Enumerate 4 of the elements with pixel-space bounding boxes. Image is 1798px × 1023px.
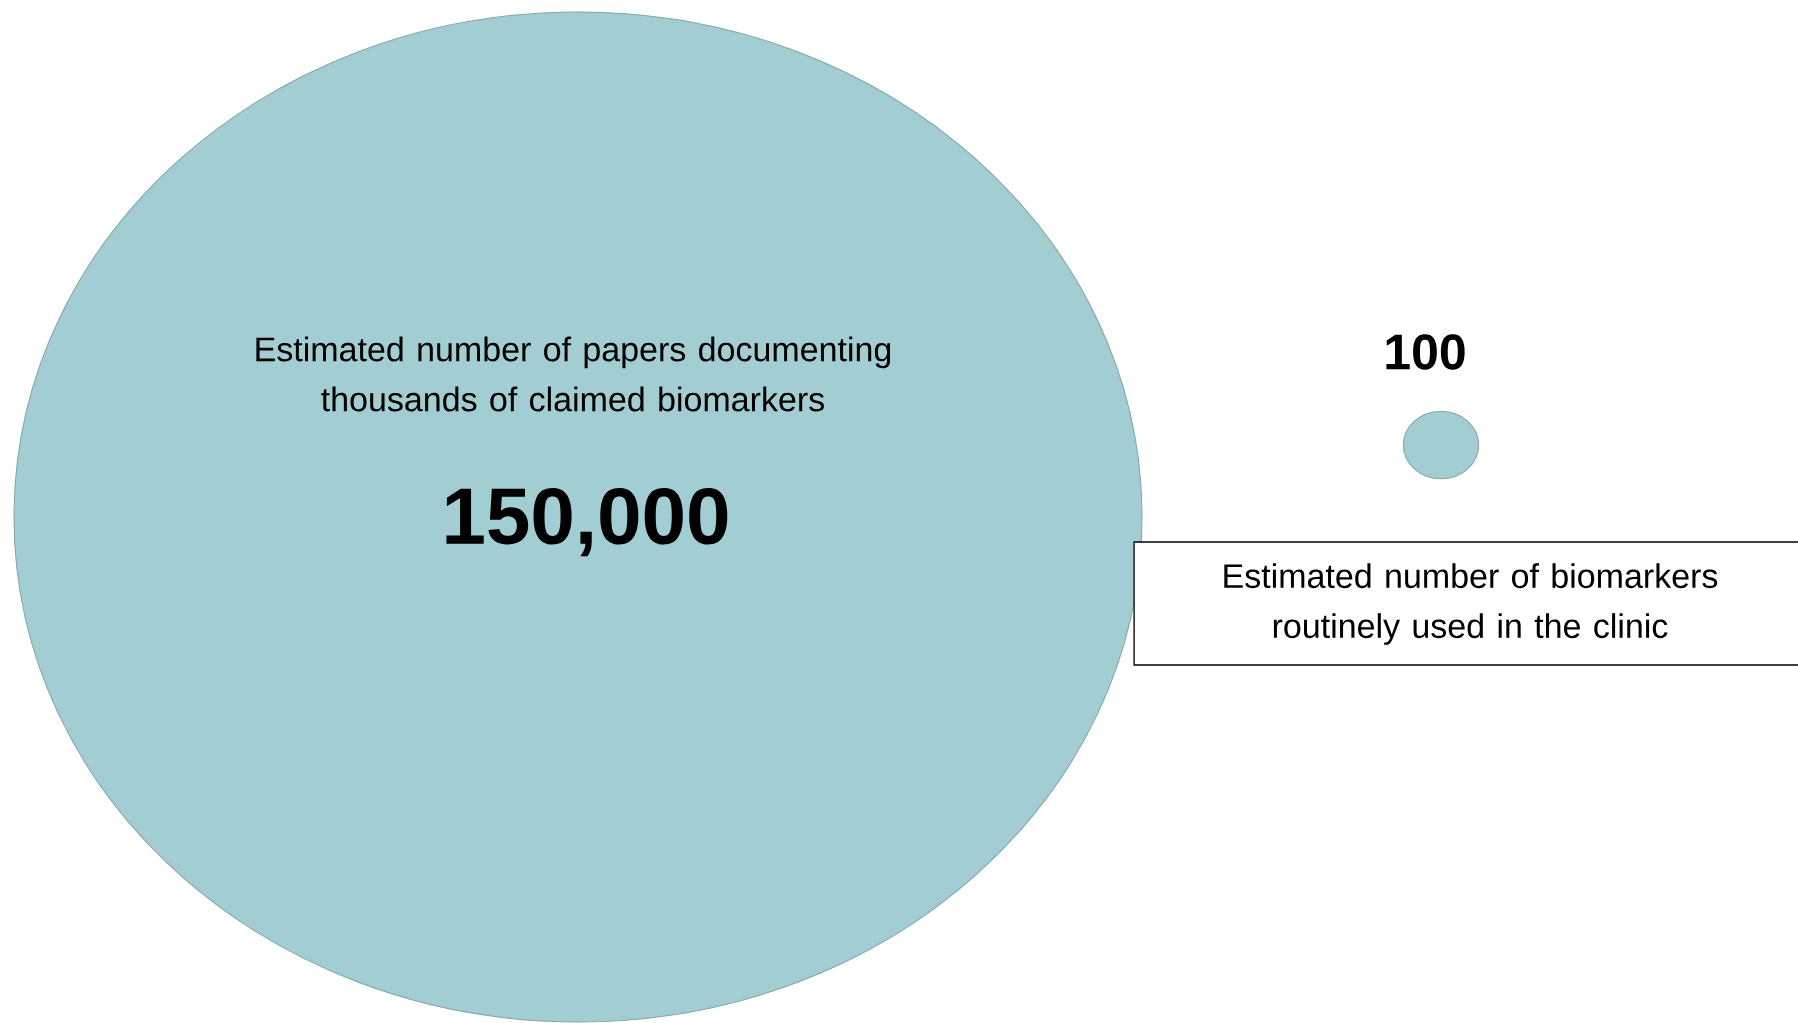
data-label: 150,000: [446, 487, 728, 557]
category-label: Estimated number of biomarkers routinely used in the clinic: [1224, 563, 1718, 645]
category-label: Estimated number of papers documenting thousands of claimed biomarkers: [256, 336, 891, 412]
data-label: 100: [1386, 334, 1465, 370]
